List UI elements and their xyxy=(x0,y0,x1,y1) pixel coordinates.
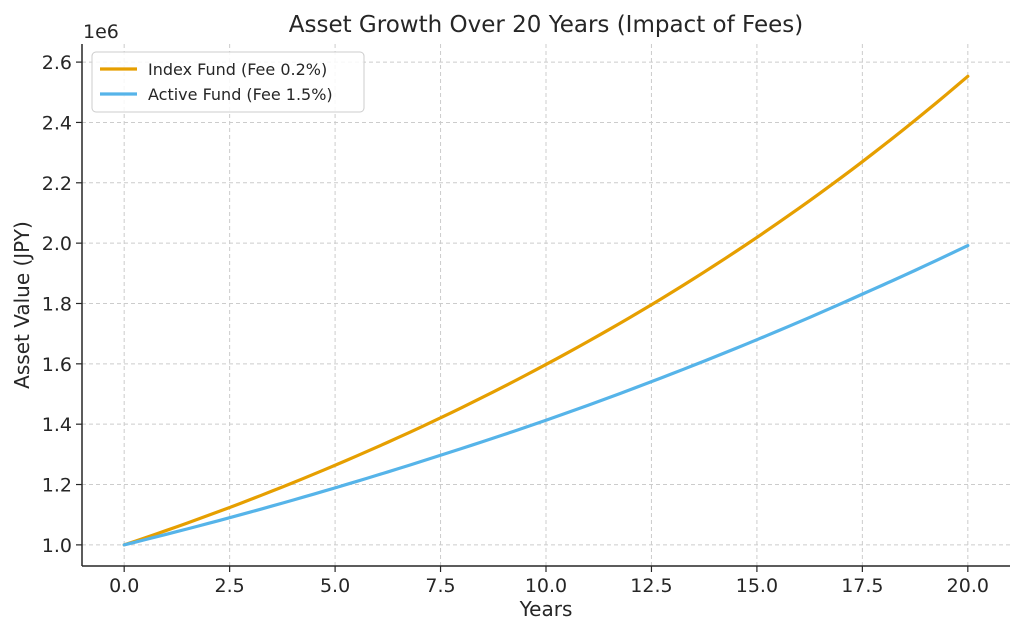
y-tick-label: 2.4 xyxy=(42,112,72,134)
series-line-1 xyxy=(122,243,970,547)
x-axis-title: Years xyxy=(519,597,573,621)
legend-box xyxy=(91,51,365,113)
y-tick-label: 2.6 xyxy=(42,52,72,74)
x-tick-label: 0.0 xyxy=(109,575,139,597)
axes: 0.0 2.5 5.0 7.5 10.0 12.5 15.0 17.5 20.0 1.0 1.2 1.… xyxy=(42,44,1010,597)
legend-label: Index Fund (Fee 0.2%) xyxy=(148,60,327,79)
x-tick-label: 2.5 xyxy=(215,575,245,597)
series-lines xyxy=(122,74,970,547)
y-tick-label: 2.0 xyxy=(42,233,72,255)
y-tick-label: 1.0 xyxy=(42,535,72,557)
x-tick-label: 20.0 xyxy=(947,575,989,597)
x-tick-label: 7.5 xyxy=(425,575,455,597)
x-tick-label: 15.0 xyxy=(736,575,778,597)
chart-title: Asset Growth Over 20 Years (Impact of Fe… xyxy=(289,12,803,38)
legend: Index Fund (Fee 0.2%) Active Fund (Fee 1.… xyxy=(91,51,365,113)
y-axis-title: Asset Value (JPY) xyxy=(10,221,34,389)
y-tick-label: 1.8 xyxy=(42,293,72,315)
y-tick-label: 1.4 xyxy=(42,414,72,436)
y-tick-label: 1.2 xyxy=(42,475,72,497)
x-tick-label: 10.0 xyxy=(525,575,567,597)
y-tick-label: 1.6 xyxy=(42,354,72,376)
grid xyxy=(82,44,1010,566)
series-line-0 xyxy=(122,74,970,547)
legend-label: Active Fund (Fee 1.5%) xyxy=(148,85,333,104)
x-tick-label: 17.5 xyxy=(841,575,883,597)
x-tick-label: 12.5 xyxy=(630,575,672,597)
y-tick-label: 2.2 xyxy=(42,173,72,195)
y-axis-offset-label: 1e6 xyxy=(83,21,119,43)
x-tick-label: 5.0 xyxy=(320,575,350,597)
